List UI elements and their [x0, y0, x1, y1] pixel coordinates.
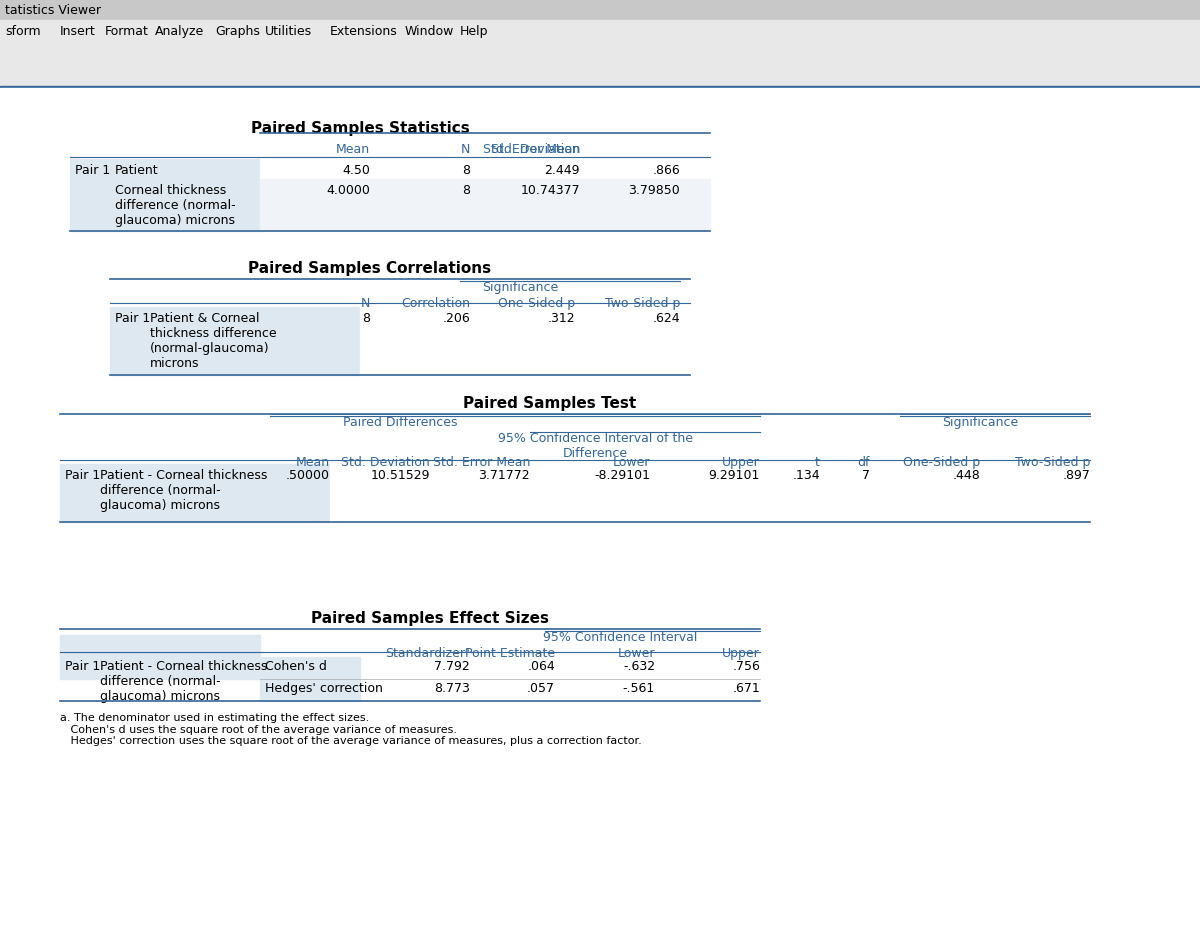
Text: .671: .671	[732, 682, 760, 695]
Text: Two-Sided p: Two-Sided p	[1015, 456, 1090, 469]
Text: tatistics Viewer: tatistics Viewer	[5, 4, 101, 17]
Text: Graphs: Graphs	[215, 24, 260, 38]
Text: Extensions: Extensions	[330, 24, 397, 38]
Text: .624: .624	[653, 312, 680, 325]
Text: .897: .897	[1062, 469, 1090, 482]
Bar	[110, 307, 360, 375]
Text: 9.29101: 9.29101	[709, 469, 760, 482]
Text: Lower: Lower	[612, 456, 650, 469]
Bar	[260, 159, 710, 179]
Text: Paired Differences: Paired Differences	[343, 416, 457, 429]
Text: 8: 8	[362, 312, 370, 325]
Text: .064: .064	[527, 660, 554, 673]
Bar	[60, 635, 260, 679]
Bar	[0, 20, 1200, 41]
Text: Insert: Insert	[60, 24, 96, 38]
Text: .134: .134	[792, 469, 820, 482]
Bar	[260, 657, 360, 679]
Text: Two-Sided p: Two-Sided p	[605, 297, 680, 310]
Text: Window: Window	[406, 24, 455, 38]
Text: Std. Deviation: Std. Deviation	[491, 143, 580, 156]
Text: Paired Samples Effect Sizes: Paired Samples Effect Sizes	[311, 611, 550, 626]
Text: Paired Samples Test: Paired Samples Test	[463, 396, 637, 411]
Text: 95% Confidence Interval: 95% Confidence Interval	[542, 631, 697, 644]
Bar	[0, 0, 1200, 20]
Text: .057: .057	[527, 682, 554, 695]
Text: Analyze: Analyze	[155, 24, 204, 38]
Text: 7.792: 7.792	[434, 660, 470, 673]
Text: df: df	[858, 456, 870, 469]
Text: Significance: Significance	[482, 281, 558, 294]
Text: Patient - Corneal thickness
difference (normal-
glaucoma) microns: Patient - Corneal thickness difference (…	[100, 469, 268, 512]
Text: 8: 8	[462, 184, 470, 197]
Text: Mean: Mean	[296, 456, 330, 469]
Text: Paired Samples Correlations: Paired Samples Correlations	[248, 261, 492, 276]
Text: Cohen's d: Cohen's d	[265, 660, 326, 673]
Text: Patient - Corneal thickness
difference (normal-
glaucoma) microns: Patient - Corneal thickness difference (…	[100, 660, 268, 703]
Text: Paired Samples Statistics: Paired Samples Statistics	[251, 121, 469, 136]
Text: .206: .206	[443, 312, 470, 325]
Text: .312: .312	[547, 312, 575, 325]
Text: Help: Help	[460, 24, 488, 38]
Text: Hedges' correction: Hedges' correction	[265, 682, 383, 695]
Text: 10.74377: 10.74377	[521, 184, 580, 197]
Text: .866: .866	[653, 164, 680, 177]
Text: Point Estimate: Point Estimate	[464, 647, 554, 660]
Text: N: N	[461, 143, 470, 156]
Text: Pair 1: Pair 1	[115, 312, 150, 325]
Bar	[60, 464, 330, 522]
Text: Upper: Upper	[722, 456, 760, 469]
Bar	[0, 41, 1200, 86]
Text: Mean: Mean	[336, 143, 370, 156]
Text: 10.51529: 10.51529	[371, 469, 430, 482]
Text: One-Sided p: One-Sided p	[498, 297, 575, 310]
Text: sform: sform	[5, 24, 41, 38]
Text: -.632: -.632	[623, 660, 655, 673]
Text: Significance: Significance	[942, 416, 1018, 429]
Text: Pair 1: Pair 1	[74, 164, 110, 177]
Bar	[360, 307, 690, 375]
Text: .50000: .50000	[286, 469, 330, 482]
Bar	[260, 679, 360, 701]
Text: 3.71772: 3.71772	[479, 469, 530, 482]
Text: Format: Format	[106, 24, 149, 38]
Bar	[70, 179, 260, 231]
Text: Std. Error Mean: Std. Error Mean	[433, 456, 530, 469]
Bar	[0, 86, 1200, 88]
Text: N: N	[361, 297, 370, 310]
Text: .756: .756	[732, 660, 760, 673]
Text: -8.29101: -8.29101	[594, 469, 650, 482]
Text: Correlation: Correlation	[401, 297, 470, 310]
Text: 4.50: 4.50	[342, 164, 370, 177]
Text: 8.773: 8.773	[434, 682, 470, 695]
Text: Corneal thickness
difference (normal-
glaucoma) microns: Corneal thickness difference (normal- gl…	[115, 184, 235, 227]
Text: 2.449: 2.449	[545, 164, 580, 177]
Bar	[70, 159, 260, 179]
Bar	[260, 179, 710, 231]
Text: Std. Deviation: Std. Deviation	[341, 456, 430, 469]
Text: Patient & Corneal
thickness difference
(normal-glaucoma)
microns: Patient & Corneal thickness difference (…	[150, 312, 277, 370]
Text: Upper: Upper	[722, 647, 760, 660]
Text: 4.0000: 4.0000	[326, 184, 370, 197]
Text: 8: 8	[462, 164, 470, 177]
Text: t: t	[815, 456, 820, 469]
Text: Std. Error Mean: Std. Error Mean	[482, 143, 580, 156]
Text: Pair 1: Pair 1	[65, 469, 101, 482]
Bar	[330, 464, 1150, 522]
Text: One-Sided p: One-Sided p	[902, 456, 980, 469]
Text: 7: 7	[862, 469, 870, 482]
Text: a. The denominator used in estimating the effect sizes.
   Cohen's d uses the sq: a. The denominator used in estimating th…	[60, 713, 642, 746]
Text: Standardizerᵃ: Standardizerᵃ	[385, 647, 470, 660]
Text: 95% Confidence Interval of the
Difference: 95% Confidence Interval of the Differenc…	[498, 432, 692, 460]
Text: Lower: Lower	[618, 647, 655, 660]
Text: 3.79850: 3.79850	[629, 184, 680, 197]
Text: Pair 1: Pair 1	[65, 660, 101, 673]
Text: .448: .448	[953, 469, 980, 482]
Text: -.561: -.561	[623, 682, 655, 695]
Text: Patient: Patient	[115, 164, 158, 177]
Text: Utilities: Utilities	[265, 24, 312, 38]
